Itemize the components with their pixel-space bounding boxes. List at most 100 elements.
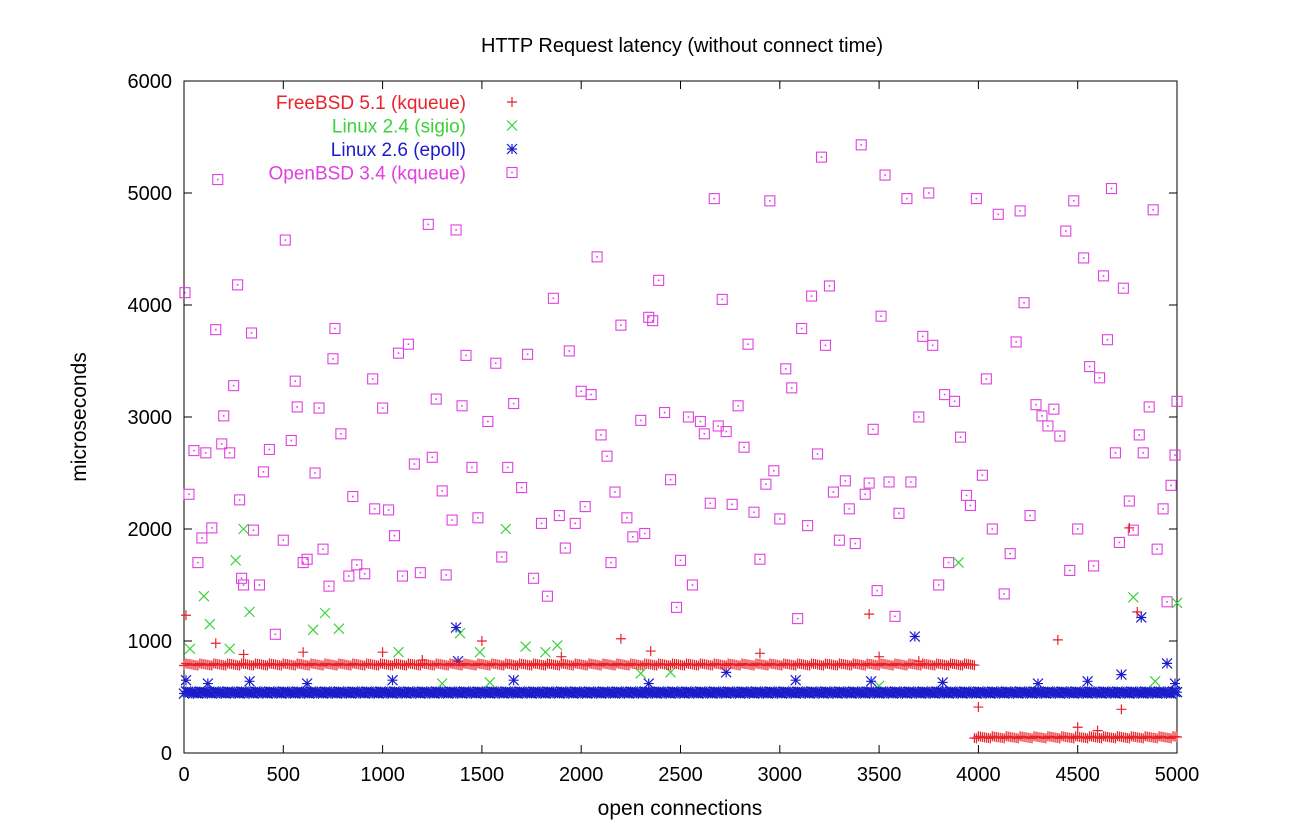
data-point <box>551 640 563 651</box>
baseline-point <box>429 660 440 671</box>
data-point <box>180 610 191 621</box>
data-point-center <box>371 378 374 380</box>
data-point <box>388 530 401 542</box>
data-point <box>823 280 836 292</box>
data-point-center <box>1053 408 1055 410</box>
baseline-point <box>470 660 481 671</box>
baseline-point <box>790 660 801 671</box>
data-point-center <box>943 393 946 396</box>
data-point-center <box>441 490 443 492</box>
data-point-center <box>606 455 608 457</box>
data-point-center <box>832 491 835 493</box>
data-point <box>909 631 921 642</box>
data-point <box>206 522 218 534</box>
data-point-center <box>407 343 410 345</box>
data-point <box>939 389 951 401</box>
x-tick-label: 5000 <box>1155 764 1200 786</box>
data-point <box>802 520 814 532</box>
y-tick-label: 1000 <box>128 631 173 653</box>
data-point-center <box>810 295 813 297</box>
baseline-point <box>1013 733 1024 744</box>
data-point <box>1157 503 1169 515</box>
data-point-center <box>838 539 841 541</box>
baseline-point <box>721 660 732 671</box>
data-point <box>269 628 281 640</box>
data-point-center <box>526 353 529 356</box>
data-point-center <box>340 433 342 435</box>
data-point <box>627 531 639 543</box>
baseline-point <box>192 660 203 671</box>
data-point-center <box>1138 434 1141 436</box>
data-point <box>815 151 828 163</box>
data-point <box>738 441 750 453</box>
x-tick-label: 2500 <box>658 764 703 786</box>
data-point <box>726 498 738 510</box>
data-point <box>224 643 236 655</box>
data-point-center <box>540 522 543 525</box>
data-point <box>754 648 765 659</box>
data-point-center <box>558 514 561 517</box>
baseline-point <box>846 660 857 671</box>
data-point-center <box>937 584 940 586</box>
data-point <box>244 606 255 618</box>
data-point-center <box>314 472 316 474</box>
data-point <box>216 438 228 450</box>
baseline-point <box>345 660 356 671</box>
data-point-center <box>921 335 924 338</box>
data-point <box>1151 543 1163 555</box>
data-point <box>244 675 255 687</box>
data-point-center <box>1082 257 1085 259</box>
baseline-point <box>874 660 885 671</box>
data-point-center <box>500 556 503 558</box>
data-point <box>317 543 329 555</box>
data-point-center <box>1162 508 1164 510</box>
data-point <box>579 501 591 513</box>
data-point <box>454 627 466 639</box>
data-point-center <box>363 573 366 575</box>
data-point-center <box>765 483 767 485</box>
data-point <box>192 557 204 569</box>
data-point <box>234 494 246 506</box>
data-point-center <box>731 503 733 506</box>
legend-marker-center <box>511 171 513 174</box>
data-point <box>188 445 200 457</box>
data-point <box>698 428 710 440</box>
baseline-point <box>665 660 676 671</box>
data-point <box>871 585 883 597</box>
baseline-point <box>359 660 370 671</box>
data-point <box>377 402 389 414</box>
data-point-center <box>590 393 592 396</box>
data-point-center <box>872 428 874 431</box>
data-point <box>893 507 905 519</box>
baseline-point <box>1152 733 1163 744</box>
data-point-center <box>193 449 195 452</box>
data-point-center <box>753 511 755 513</box>
data-point-center <box>201 537 203 539</box>
data-point-center <box>1023 301 1025 304</box>
baseline-point <box>707 660 718 671</box>
data-point <box>535 517 548 529</box>
legend-marker <box>507 97 517 107</box>
data-point-center <box>461 405 463 407</box>
data-point <box>595 429 607 441</box>
data-point-center <box>334 327 336 330</box>
data-point <box>520 641 532 653</box>
y-tick-label: 2000 <box>128 519 173 541</box>
data-point <box>774 513 786 525</box>
baseline-point <box>1096 733 1107 744</box>
data-point-center <box>906 197 908 200</box>
baseline-point <box>969 660 980 671</box>
baseline-point <box>637 660 648 671</box>
data-point-center <box>953 400 956 403</box>
data-point <box>780 363 792 375</box>
data-point-center <box>1128 500 1131 502</box>
data-point-center <box>232 384 235 387</box>
baseline-point <box>582 660 593 671</box>
data-point <box>335 428 347 440</box>
data-point <box>383 504 395 516</box>
data-point <box>230 554 242 566</box>
series-3 <box>179 139 1183 640</box>
x-tick-label: 4000 <box>956 764 1001 786</box>
data-point <box>408 458 420 470</box>
data-point <box>1115 669 1127 681</box>
